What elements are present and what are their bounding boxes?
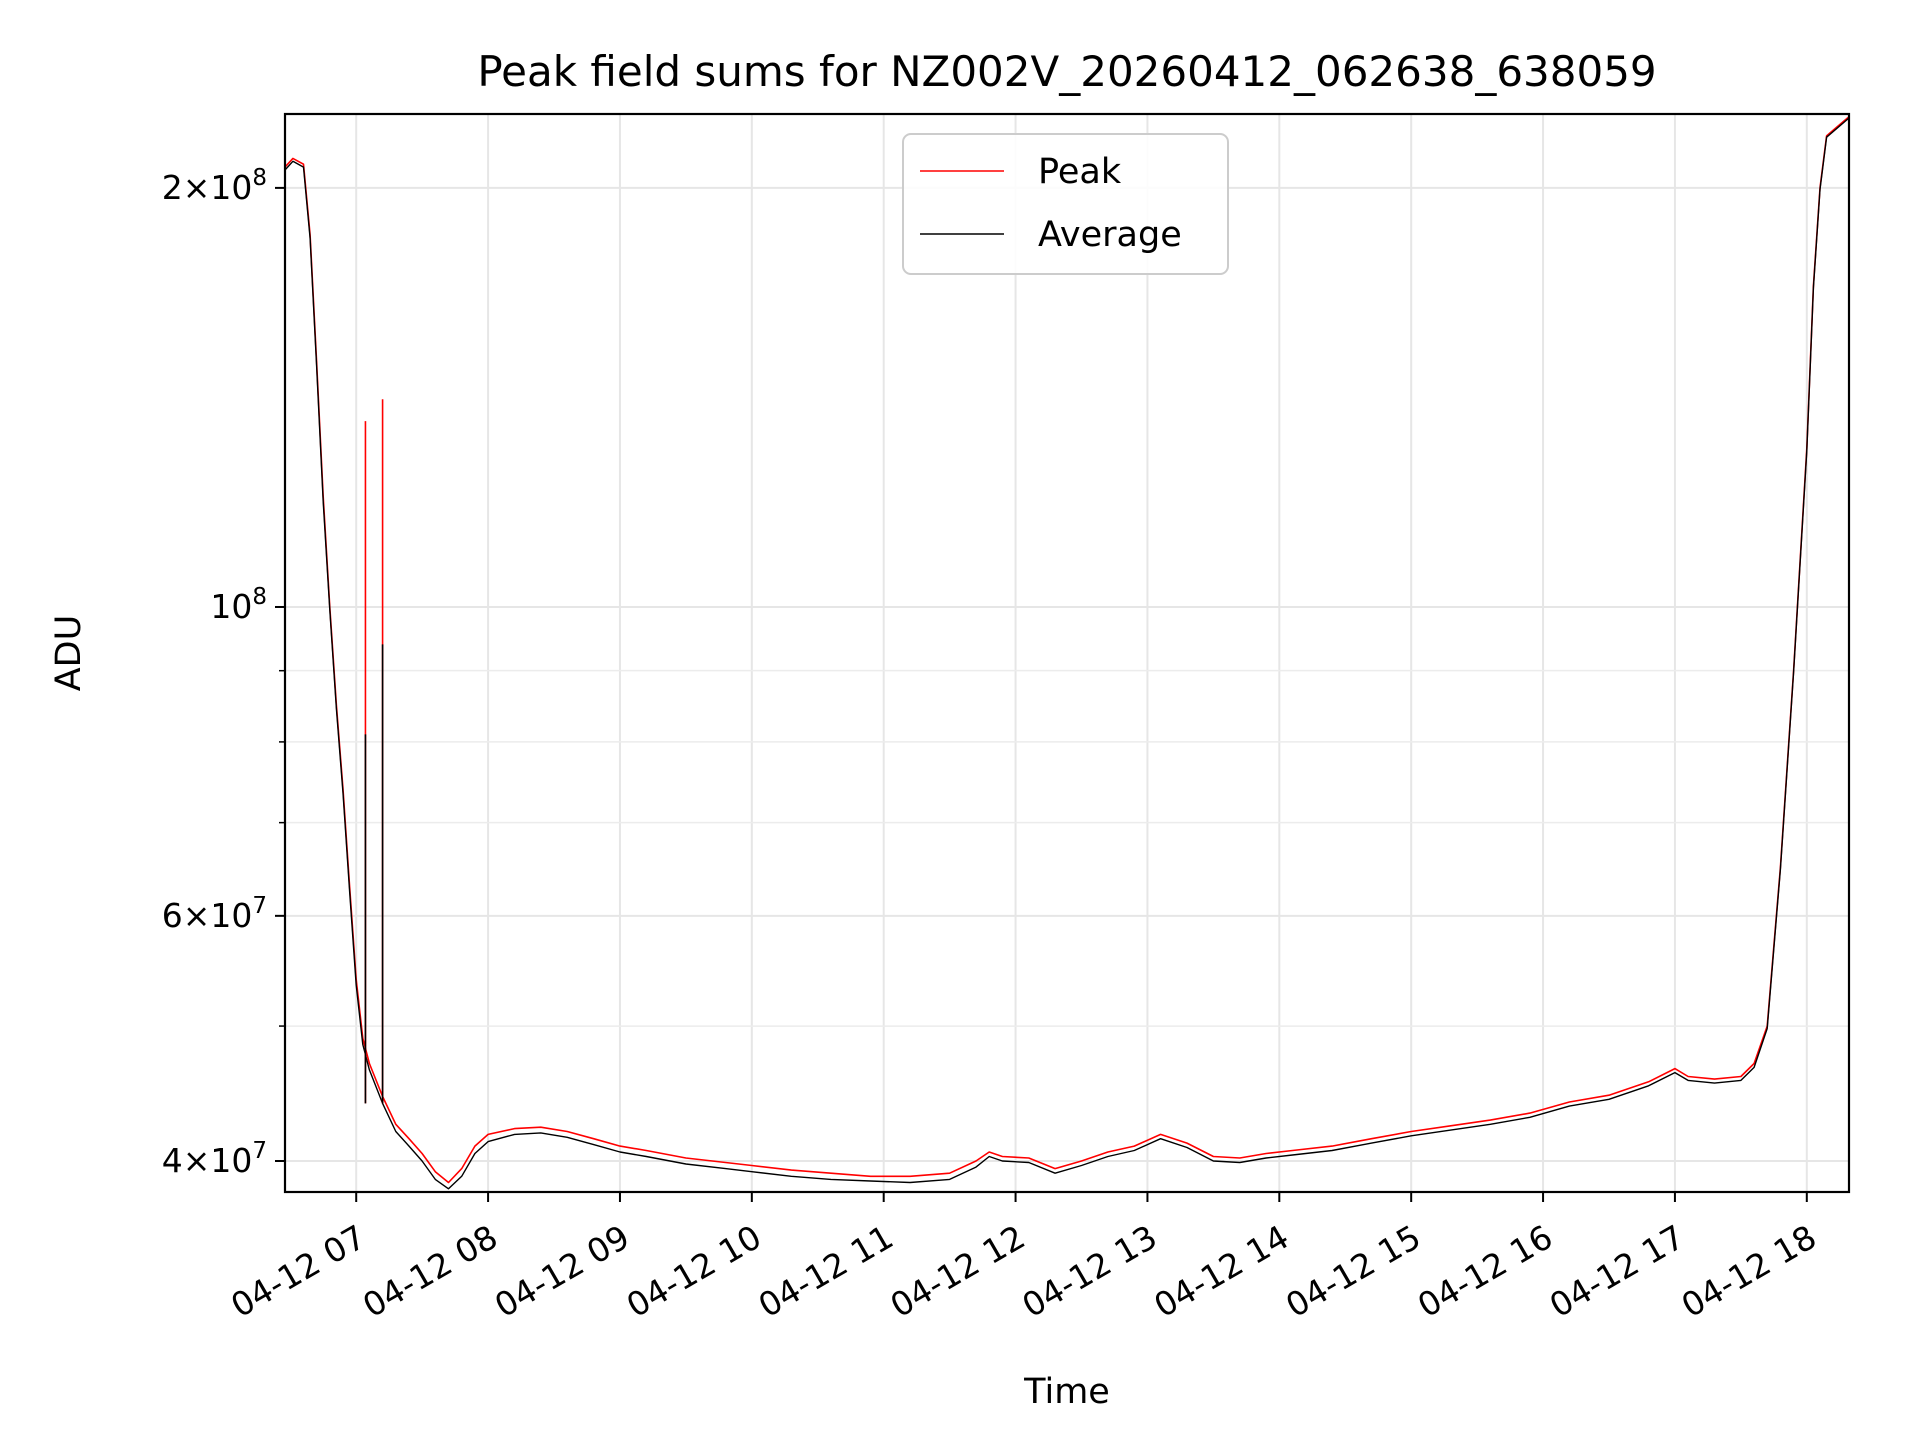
legend-label-average: Average: [1038, 215, 1182, 255]
y-tick-label-1: 6×107: [162, 893, 267, 935]
y-tick-label-0: 4×107: [162, 1138, 267, 1180]
chart-title: Peak field sums for NZ002V_20260412_0626…: [477, 47, 1656, 96]
y-tick-label-3: 2×108: [162, 165, 267, 207]
legend-box: [902, 133, 1229, 275]
series-layer: [284, 116, 1850, 1190]
y-axis-title: ADU: [49, 615, 89, 692]
legend-label-peak: Peak: [1038, 152, 1122, 192]
plot-frame: [283, 112, 1851, 1194]
series-line-average: [284, 117, 1850, 1190]
series-line-peak: [284, 116, 1850, 1184]
legend: Peak Average: [902, 133, 1229, 275]
x-axis-title: Time: [1023, 1372, 1110, 1412]
grid: [285, 114, 1849, 1192]
